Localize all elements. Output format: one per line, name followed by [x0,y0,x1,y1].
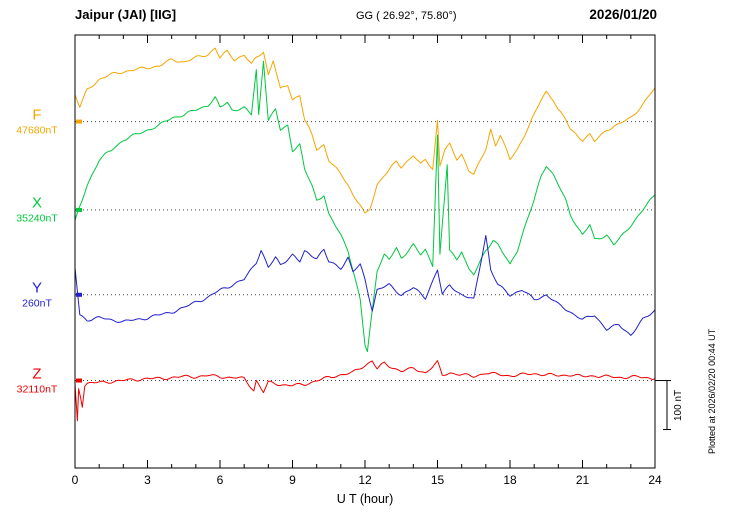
series-label-X: X 35240nT [2,195,72,226]
x-tick-label: 24 [648,473,662,487]
x-tick-label: 9 [289,473,296,487]
x-tick-label: 21 [575,473,590,487]
x-tick-label: 6 [216,473,224,487]
series-X-curve [75,60,655,353]
scale-bar-label: 100 nT [673,389,684,422]
series-letter: Y [31,279,42,297]
series-letter: Z [32,365,42,383]
series-ref-value: 35240nT [16,212,58,225]
axis-marker-X [76,207,82,212]
series-ref-value: 260nT [22,297,52,310]
series-letter: F [32,106,42,124]
plotted-at-note: Plotted at 2026/02/20 00:44 UT [707,328,717,454]
station-title: Jaipur (JAI) [IIG] [75,7,177,22]
series-letter: X [31,194,42,212]
geographic-coords: GG ( 26.92°, 75.80°) [356,10,457,22]
x-tick-label: 3 [144,473,151,487]
series-Z-curve [75,360,655,422]
series-F-curve [75,47,655,214]
series-ref-value: 47680nT [16,124,58,137]
x-axis-title: U T (hour) [336,492,394,506]
axis-marker-Y [76,292,82,297]
series-label-F: F 47680nT [2,106,72,137]
date-label: 2026/01/20 [589,7,657,22]
x-tick-label: 12 [358,473,372,487]
series-label-Z: Z 32110nT [2,365,72,396]
plot-border [74,34,656,469]
series-ref-value: 32110nT [16,383,58,396]
axis-marker-F [76,119,82,124]
axis-marker-Z [76,378,82,383]
x-tick-label: 15 [430,473,445,487]
x-tick-label: 18 [503,473,517,487]
series-label-Y: Y 260nT [2,280,72,311]
series-Y-curve [75,235,655,336]
x-tick-label: 0 [71,473,79,487]
